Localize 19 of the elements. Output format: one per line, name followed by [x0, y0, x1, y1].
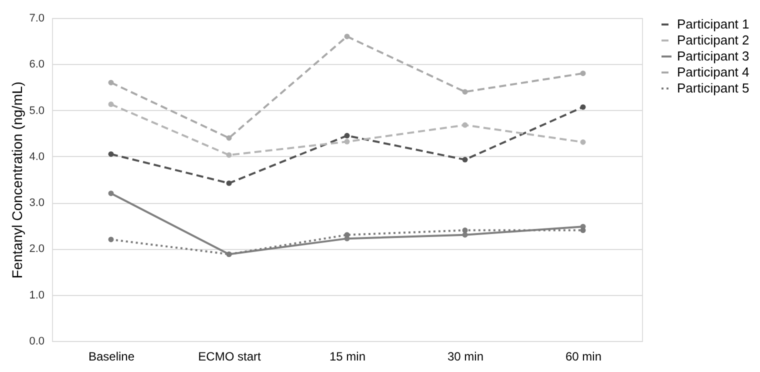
y-tick-label: 2.0	[29, 243, 44, 256]
y-tick-label: 1.0	[29, 289, 44, 302]
y-tick-label: 7.0	[29, 12, 44, 24]
x-tick-label: ECMO start	[198, 350, 262, 364]
x-tick-label: Baseline	[88, 350, 135, 364]
y-axis-title: Fentanyl Concentration (ng/mL)	[9, 82, 26, 278]
legend-label: Participant 3	[677, 48, 750, 64]
legend-label: Participant 5	[677, 80, 750, 96]
y-tick-label: 4.0	[29, 150, 44, 163]
x-tick-label: 15 min	[329, 350, 366, 364]
legend-label: Participant 2	[677, 32, 750, 48]
y-tick-label: 0.0	[29, 336, 44, 348]
legend-label: Participant 4	[677, 64, 750, 80]
x-tick-label: 30 min	[447, 350, 484, 364]
x-tick-label: 60 min	[565, 350, 602, 364]
y-tick-label: 6.0	[29, 58, 44, 71]
y-tick-label: 3.0	[29, 197, 44, 210]
y-tick-label: 5.0	[29, 104, 44, 117]
legend-label: Participant 1	[677, 16, 750, 32]
